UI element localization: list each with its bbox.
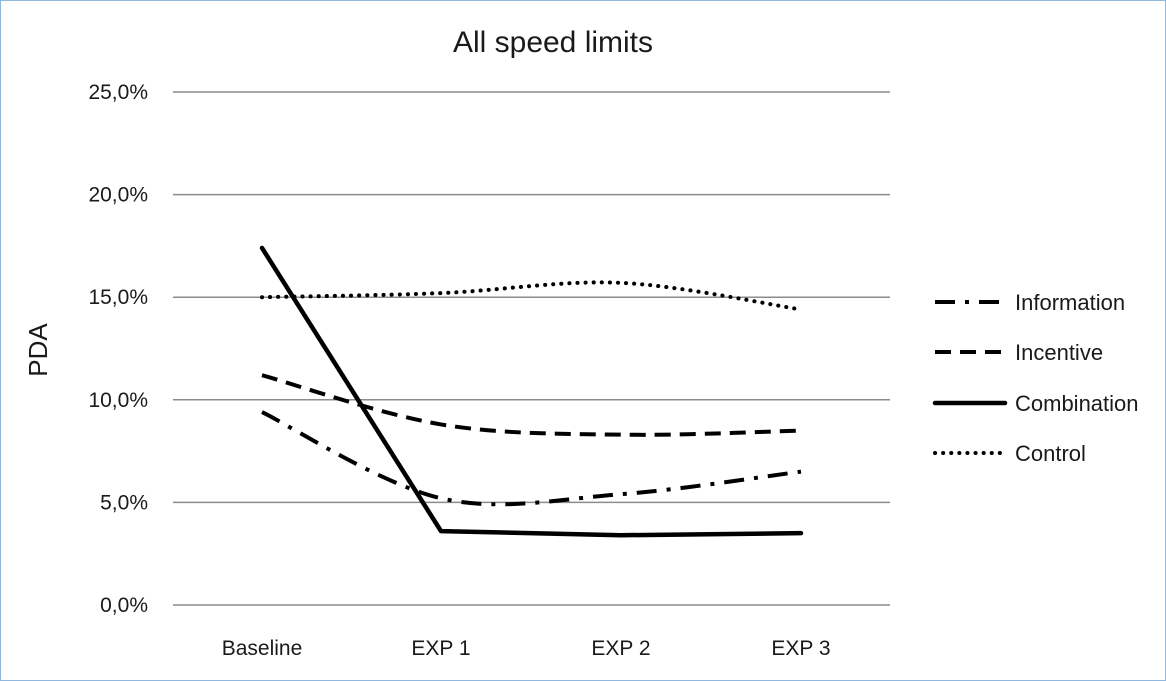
series-line-combination bbox=[259, 245, 804, 538]
chart-title: All speed limits bbox=[453, 26, 653, 59]
legend-label-control: Control bbox=[1015, 441, 1086, 466]
legend: Information Incentive Combination Control bbox=[932, 290, 1139, 466]
x-tick-label: Baseline bbox=[222, 637, 303, 660]
y-tick-label: 10,0% bbox=[88, 389, 148, 412]
y-tick-label: 25,0% bbox=[88, 81, 148, 104]
y-tick-label: 0,0% bbox=[100, 594, 148, 617]
y-tick-label: 20,0% bbox=[88, 184, 148, 207]
x-tick-labels: Baseline EXP 1 EXP 2 EXP 3 bbox=[222, 637, 831, 660]
y-axis-label: PDA bbox=[23, 323, 53, 377]
legend-label-information: Information bbox=[1015, 290, 1125, 315]
series-line-incentive bbox=[261, 373, 802, 437]
series-line-information bbox=[261, 410, 802, 507]
series-lines bbox=[259, 245, 804, 538]
x-tick-label: EXP 3 bbox=[771, 637, 830, 660]
y-tick-labels: 0,0% 5,0% 10,0% 15,0% 20,0% 25,0% bbox=[88, 81, 148, 617]
y-tick-label: 15,0% bbox=[88, 286, 148, 309]
legend-label-combination: Combination bbox=[1015, 391, 1139, 416]
x-tick-label: EXP 1 bbox=[411, 637, 470, 660]
x-tick-label: EXP 2 bbox=[591, 637, 650, 660]
y-tick-label: 5,0% bbox=[100, 491, 148, 514]
gridlines bbox=[173, 91, 890, 606]
series-line-control bbox=[260, 280, 803, 312]
legend-label-incentive: Incentive bbox=[1015, 340, 1103, 365]
